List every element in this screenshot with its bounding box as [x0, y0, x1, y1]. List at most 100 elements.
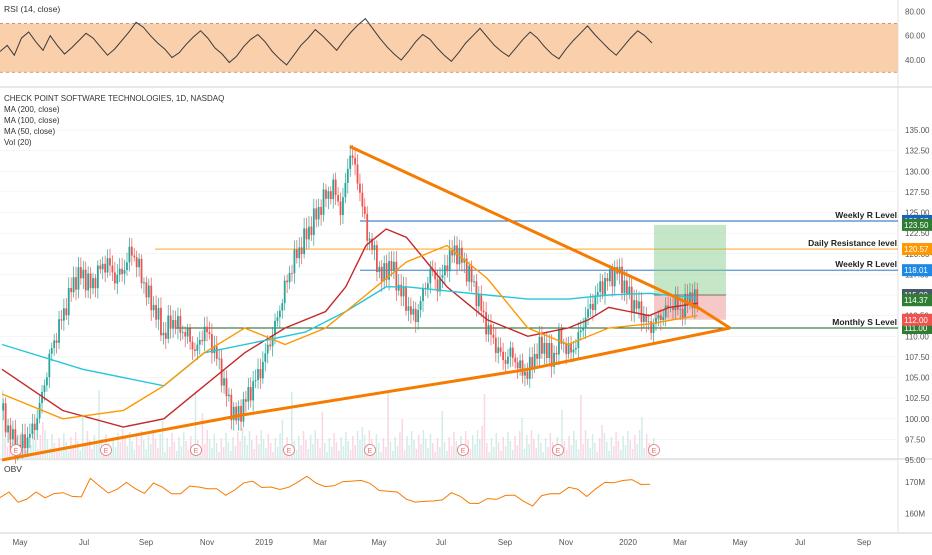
candle-body	[655, 318, 657, 324]
volume-bar	[615, 432, 617, 458]
candle-body	[356, 164, 359, 184]
candle-body	[361, 192, 364, 207]
volume-bar	[530, 430, 533, 458]
candle-body	[480, 294, 483, 311]
legend-ma100: MA (100, close)	[4, 116, 60, 125]
level-tag	[902, 264, 932, 277]
volume-bar	[185, 441, 187, 458]
candle-body	[587, 309, 589, 318]
volume-bar	[328, 438, 331, 458]
candle-body	[456, 245, 458, 265]
volume-bar	[135, 436, 138, 458]
volume-bar	[608, 451, 610, 458]
volume-bar	[441, 411, 443, 458]
candle-body	[172, 320, 174, 329]
time-axis-label: Jul	[79, 538, 89, 547]
volume-bar	[624, 445, 627, 458]
price-tick-label: 95.00	[905, 456, 926, 465]
candle-body	[526, 371, 529, 379]
candle-body	[194, 349, 196, 351]
earnings-letter: E	[104, 448, 109, 455]
candle-body	[315, 208, 318, 220]
candle-body	[235, 406, 238, 421]
candle-body	[247, 387, 250, 402]
volume-bar	[255, 435, 258, 458]
price-tick-label: 107.50	[905, 353, 930, 362]
time-axis-label: 2020	[619, 538, 637, 547]
volume-bar	[382, 438, 385, 458]
volume-bar	[234, 446, 237, 458]
candle-body	[676, 297, 679, 310]
price-tag-text: 123.50	[904, 221, 929, 230]
volume-bar	[201, 413, 204, 458]
obv-line	[0, 475, 651, 507]
candle-body	[113, 272, 116, 284]
volume-bar	[587, 439, 589, 458]
volume-bar	[401, 419, 403, 458]
candle-body	[393, 261, 395, 271]
earnings-circle	[552, 444, 564, 456]
volume-bar	[309, 435, 312, 458]
candle-body	[412, 308, 415, 315]
volume-bar	[84, 445, 86, 458]
earnings-marker: E	[10, 444, 22, 456]
candle-body	[349, 155, 352, 169]
time-axis-label: Jul	[436, 538, 446, 547]
volume-bar	[206, 430, 208, 458]
candle-body	[162, 332, 165, 336]
volume-bar	[276, 447, 279, 458]
candle-body	[339, 201, 342, 216]
candle-body	[12, 429, 14, 440]
candle-body	[29, 433, 31, 438]
candle-body	[152, 304, 155, 311]
volume-bar	[575, 440, 577, 458]
volume-bar	[347, 441, 349, 458]
candle-body	[638, 301, 640, 309]
candle-body	[75, 277, 77, 290]
candle-body	[662, 317, 665, 321]
volume-bar	[265, 448, 267, 458]
volume-bar	[173, 442, 176, 458]
volume-bar	[211, 448, 213, 458]
candle-body	[502, 351, 505, 361]
candle-body	[174, 320, 177, 329]
volume-bar	[408, 445, 411, 458]
volume-bar	[629, 440, 631, 458]
candle-body	[70, 288, 73, 293]
candle-body	[514, 357, 517, 363]
candle-body	[92, 278, 94, 289]
volume-bar	[359, 440, 361, 458]
rsi-band	[0, 23, 898, 73]
candle-body	[463, 258, 466, 263]
candle-body	[686, 293, 689, 303]
volume-bar	[396, 446, 399, 458]
candle-body	[303, 228, 306, 255]
time-axis-label: May	[371, 538, 386, 547]
volume-bar	[392, 451, 394, 458]
earnings-letter: E	[368, 448, 373, 455]
volume-bar	[631, 449, 634, 458]
volume-bar	[30, 445, 32, 458]
volume-bar	[582, 444, 584, 458]
volume-bar	[175, 451, 178, 458]
price-tick-label: 130.00	[905, 167, 930, 176]
volume-bar	[429, 434, 432, 458]
candle-body	[48, 353, 51, 378]
candle-body	[402, 287, 405, 297]
candle-body	[407, 306, 410, 311]
price-tag-text: 114.37	[904, 296, 928, 305]
volume-bar	[239, 441, 241, 458]
candle-body	[62, 308, 65, 321]
candle-body	[363, 206, 366, 214]
candle-body	[691, 292, 694, 309]
volume-bar	[133, 450, 136, 458]
candle-body	[84, 269, 87, 291]
volume-bar	[540, 443, 542, 458]
candle-body	[494, 337, 497, 354]
candle-body	[693, 289, 696, 309]
volume-bar	[570, 445, 573, 458]
candle-body	[36, 418, 39, 431]
candle-body	[310, 226, 313, 236]
volume-bar	[20, 432, 23, 458]
level-label: Weekly R Level	[835, 259, 897, 269]
